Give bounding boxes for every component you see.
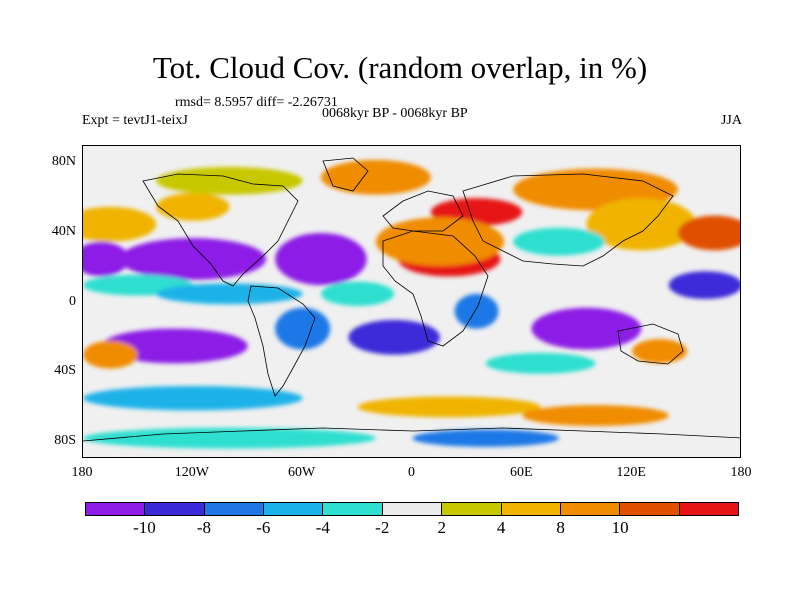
field-region-s-pacific-orange bbox=[83, 340, 138, 369]
x-tick-label: 120W bbox=[174, 465, 209, 480]
coast-antarctica bbox=[83, 427, 740, 442]
field-region-africa-s-blue bbox=[454, 293, 499, 329]
field-region-s-ocean-cyan bbox=[83, 385, 303, 411]
field-region-antarctic-blue bbox=[412, 429, 559, 447]
x-tick-label: 120E bbox=[616, 465, 646, 480]
coast-asia bbox=[462, 173, 674, 267]
colorbar-label: 4 bbox=[496, 518, 506, 537]
field-region-antarctic-cyan bbox=[83, 427, 376, 449]
colorbar-swatch bbox=[382, 503, 443, 515]
coast-europe bbox=[382, 190, 464, 232]
colorbar-swatch bbox=[442, 503, 502, 515]
field-region-arctic-yellow bbox=[156, 166, 303, 195]
colorbar-label: -10 bbox=[133, 518, 156, 537]
field-region-indian-purple bbox=[531, 307, 642, 350]
field-region-s-america-blue bbox=[275, 307, 331, 350]
season-label: JJA bbox=[720, 113, 742, 128]
y-tick-label: 40N bbox=[51, 223, 76, 239]
period-label: 0068kyr BP - 0068kyr BP bbox=[322, 106, 468, 121]
field-region-atlantic-purple bbox=[275, 232, 367, 286]
colorbar bbox=[85, 502, 739, 516]
field-region-pacific-eq-blue bbox=[668, 271, 740, 300]
colorbar-swatch bbox=[679, 503, 738, 515]
x-tick-label: 60W bbox=[288, 465, 316, 480]
map-panel bbox=[82, 145, 741, 458]
field-region-pacific-n-red bbox=[677, 215, 740, 251]
colorbar-swatch bbox=[323, 503, 383, 515]
colorbar-swatch bbox=[86, 503, 146, 515]
experiment-label: Expt = tevtJ1-teixJ bbox=[82, 113, 188, 128]
cloud-cover-field bbox=[83, 157, 740, 449]
field-region-west-pacific-purple bbox=[83, 241, 129, 277]
colorbar-label: -8 bbox=[196, 518, 211, 537]
field-region-tropical-atlantic-cyan bbox=[320, 281, 395, 306]
colorbar-label: 8 bbox=[556, 518, 565, 537]
field-region-s-pacific-purple bbox=[101, 328, 248, 364]
field-region-asia-cyan bbox=[513, 227, 605, 256]
field-region-east-pacific-purple bbox=[119, 238, 267, 280]
field-region-s-ocean-yellow bbox=[357, 396, 541, 418]
field-region-aus-orange bbox=[632, 339, 688, 364]
colorbar-swatch bbox=[204, 503, 265, 515]
chart-title: Tot. Cloud Cov. (random overlap, in %) bbox=[152, 50, 648, 85]
coast-australia bbox=[617, 323, 684, 365]
field-region-greenland-orange bbox=[320, 159, 431, 195]
y-tick-label: 80N bbox=[51, 154, 76, 170]
coast-north-america bbox=[142, 173, 299, 287]
colorbar-swatch bbox=[620, 503, 680, 515]
colorbar-label: -4 bbox=[315, 518, 330, 537]
x-tick-label: 180 bbox=[730, 465, 752, 480]
stats-label: rmsd= 8.5957 diff= -2.26731 bbox=[175, 95, 338, 110]
field-region-indian-cyan bbox=[485, 352, 596, 374]
colorbar-label: -6 bbox=[256, 518, 271, 537]
field-region-eq-pacific-cyan bbox=[156, 283, 303, 305]
x-tick-label: 180 bbox=[71, 465, 93, 480]
colorbar-label: 2 bbox=[437, 518, 446, 537]
colorbar-label: -2 bbox=[375, 518, 390, 537]
field-region-s-atlantic-purple bbox=[348, 319, 440, 355]
colorbar-swatch bbox=[145, 503, 205, 515]
coast-greenland bbox=[322, 157, 369, 192]
colorbar-label: 10 bbox=[611, 518, 629, 537]
y-tick-label: 40S bbox=[54, 363, 76, 379]
colorbar-swatch bbox=[501, 503, 561, 515]
field-region-east-asia-orange bbox=[586, 198, 697, 251]
coastlines bbox=[83, 157, 740, 442]
x-tick-label: 0 bbox=[408, 465, 415, 480]
colorbar-swatch bbox=[560, 503, 621, 515]
y-tick-label: 0 bbox=[69, 293, 76, 309]
field-region-canada-orange bbox=[156, 192, 230, 221]
coast-africa bbox=[382, 230, 489, 347]
field-region-pacific-nw-orange bbox=[83, 206, 157, 242]
x-tick-label: 60E bbox=[510, 465, 533, 480]
field-region-s-ocean-orange bbox=[522, 405, 669, 426]
y-tick-label: 80S bbox=[54, 432, 76, 448]
colorbar-swatch bbox=[264, 503, 324, 515]
coast-south-america bbox=[247, 285, 316, 397]
field-region-n-africa-orange bbox=[375, 217, 505, 266]
